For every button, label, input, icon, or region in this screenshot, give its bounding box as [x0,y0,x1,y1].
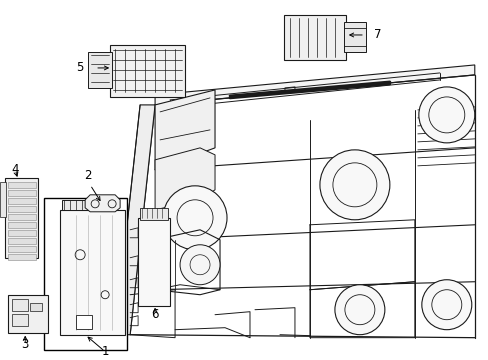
Text: 1: 1 [101,345,109,358]
Bar [8,206,36,212]
Bar [8,254,36,260]
Bar [110,45,184,97]
Circle shape [319,150,389,220]
Bar [343,22,365,52]
Text: 5: 5 [76,62,83,75]
Text: 3: 3 [21,338,29,351]
Bar [138,218,170,306]
Bar [8,246,36,252]
Bar [88,52,112,88]
Polygon shape [85,195,120,212]
Text: 2: 2 [84,169,92,182]
Polygon shape [155,148,215,210]
Bar [30,303,42,311]
Bar [8,182,36,188]
Circle shape [163,186,226,250]
Text: 4: 4 [11,163,19,176]
Bar [44,198,127,350]
Bar [76,315,92,329]
Polygon shape [155,65,474,105]
Bar [8,198,36,204]
Bar [8,222,36,228]
Polygon shape [155,90,215,170]
Bar [0,182,6,217]
Bar [12,314,28,326]
Circle shape [421,280,471,330]
Bar [8,230,36,236]
Circle shape [334,285,384,335]
Circle shape [180,245,220,285]
Polygon shape [5,178,38,258]
Text: 7: 7 [373,28,381,41]
Bar [12,299,28,311]
Bar [8,214,36,220]
Bar [8,238,36,244]
Text: 6: 6 [151,308,159,321]
Bar [8,295,48,333]
Bar [8,190,36,196]
Polygon shape [115,105,155,335]
Circle shape [418,87,474,143]
Bar [140,208,168,220]
Bar [284,15,345,60]
Polygon shape [60,210,125,335]
Polygon shape [62,200,90,210]
